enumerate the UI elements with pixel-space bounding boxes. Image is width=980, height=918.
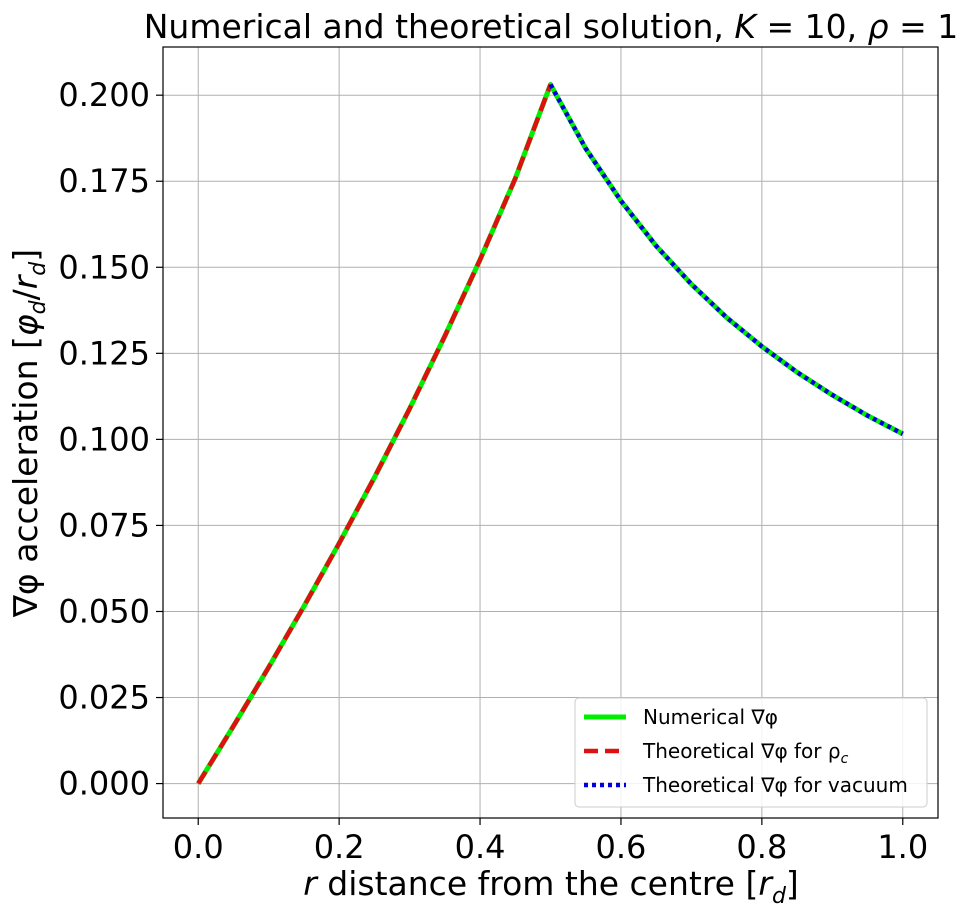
y-tick-label: 0.075: [58, 506, 150, 544]
x-tick-label: 0.4: [455, 828, 506, 866]
y-axis-label: ∇φ acceleration [φd/rd]: [6, 249, 51, 618]
x-axis-label: r distance from the centre [rd]: [303, 864, 799, 909]
legend-label: Numerical ∇φ: [643, 705, 778, 729]
y-tick-label: 0.000: [58, 765, 150, 803]
x-tick-label: 0.2: [314, 828, 365, 866]
y-tick-label: 0.150: [58, 248, 150, 286]
x-tick-label: 0.8: [736, 828, 787, 866]
plot-frame: [162, 46, 939, 819]
x-tick-label: 0.0: [173, 828, 224, 866]
legend-label: Theoretical ∇φ for vacuum: [642, 773, 908, 797]
series-line-3: [548, 83, 904, 436]
y-tick-label: 0.175: [58, 162, 150, 200]
ticks: 0.0 0.2 0.4 0.6 0.8 1.0 0.000 0.025 0.050 0.075 0.…: [58, 76, 928, 866]
legend-box: [574, 697, 928, 808]
chart-title: Numerical and theoretical solution, K = …: [144, 7, 959, 46]
y-tick-label: 0.050: [58, 592, 150, 630]
series-line-2: [196, 83, 553, 785]
grid: [163, 47, 938, 818]
y-tick-label: 0.200: [58, 76, 150, 114]
x-tick-label: 1.0: [877, 828, 928, 866]
x-tick-label: 0.6: [596, 828, 647, 866]
y-tick-label: 0.100: [58, 420, 150, 458]
series-layer: [196, 82, 904, 785]
y-tick-label: 0.125: [58, 334, 150, 372]
y-tick-label: 0.025: [58, 679, 150, 717]
legend-label: Theoretical ∇φ for ρc: [642, 739, 849, 767]
legend: Numerical ∇φ Theoretical ∇φ for ρc Theoret…: [574, 697, 928, 808]
